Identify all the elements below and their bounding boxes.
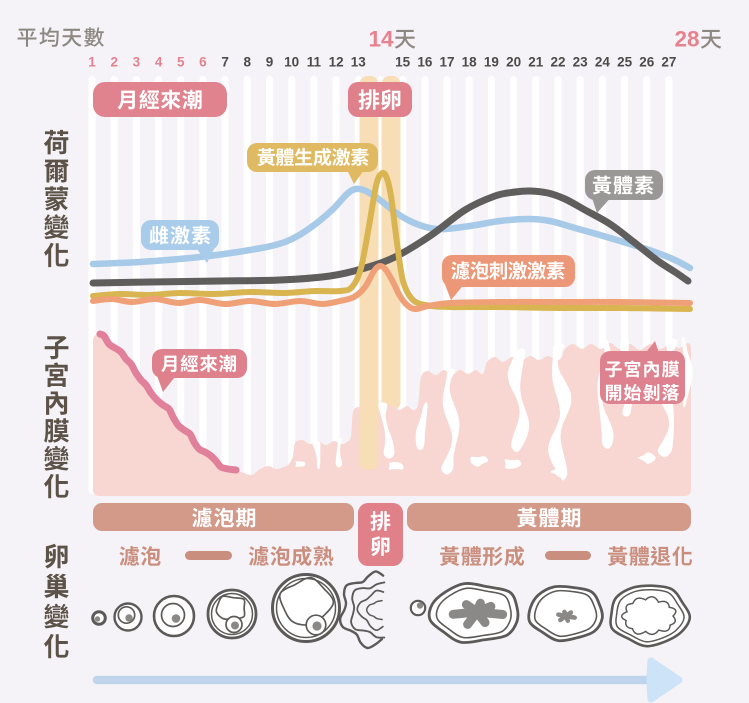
svg-text:1: 1 — [88, 55, 96, 70]
svg-text:8: 8 — [244, 55, 252, 70]
svg-text:22: 22 — [550, 55, 565, 70]
svg-text:6: 6 — [199, 55, 207, 70]
svg-text:16: 16 — [417, 55, 433, 70]
svg-text:27: 27 — [661, 55, 676, 70]
svg-text:9: 9 — [266, 55, 274, 70]
svg-text:18: 18 — [462, 55, 478, 70]
svg-text:15: 15 — [395, 55, 411, 70]
svg-text:21: 21 — [528, 55, 544, 70]
svg-text:2: 2 — [110, 55, 118, 70]
svg-text:20: 20 — [506, 55, 521, 70]
svg-text:19: 19 — [484, 55, 499, 70]
svg-text:12: 12 — [329, 55, 344, 70]
svg-text:23: 23 — [573, 55, 589, 70]
svg-text:25: 25 — [617, 55, 633, 70]
svg-text:7: 7 — [221, 55, 229, 70]
svg-text:10: 10 — [284, 55, 299, 70]
svg-text:11: 11 — [307, 55, 322, 70]
svg-text:26: 26 — [639, 55, 655, 70]
svg-text:3: 3 — [133, 55, 141, 70]
svg-text:5: 5 — [177, 55, 185, 70]
svg-text:13: 13 — [351, 55, 367, 70]
svg-text:17: 17 — [439, 55, 454, 70]
svg-text:24: 24 — [595, 55, 611, 70]
svg-text:14: 14 — [368, 27, 394, 52]
svg-text:4: 4 — [155, 55, 163, 70]
svg-text:28: 28 — [674, 27, 699, 52]
